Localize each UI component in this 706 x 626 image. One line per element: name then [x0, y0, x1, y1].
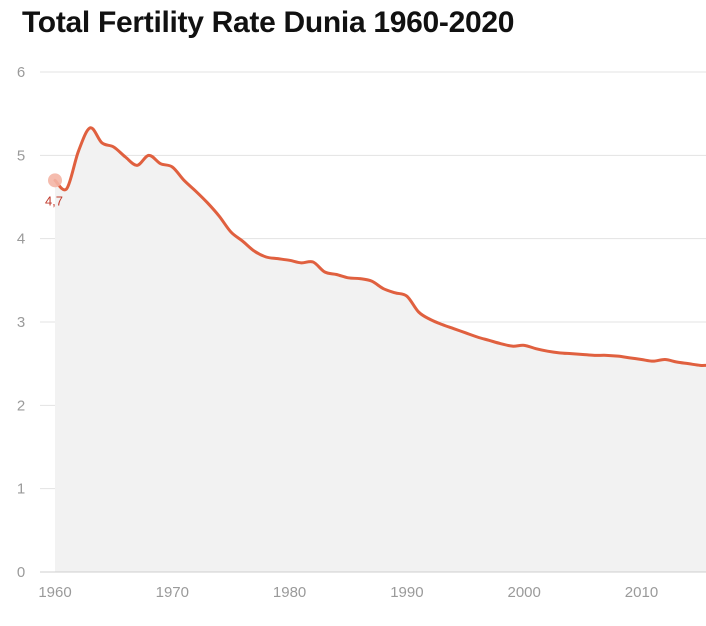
- start-point-marker: [48, 173, 62, 188]
- series-line: [53, 126, 706, 367]
- x-tick-label-1970: 1970: [156, 584, 189, 601]
- y-axis: 0 1 2 3 4 5 6: [17, 64, 25, 581]
- x-tick-label-1960: 1960: [38, 584, 71, 601]
- y-tick-label-6: 6: [17, 64, 25, 81]
- chart-title: Total Fertility Rate Dunia 1960-2020: [22, 6, 515, 39]
- y-tick-label-0: 0: [17, 564, 25, 581]
- start-value-label: 4,7: [45, 193, 63, 208]
- x-tick-label-2010: 2010: [625, 584, 658, 601]
- y-tick-label-5: 5: [17, 147, 25, 164]
- y-tick-label-4: 4: [17, 231, 25, 248]
- x-tick-label-1980: 1980: [273, 584, 306, 601]
- area-fill: [55, 127, 706, 573]
- x-axis: 1960 1970 1980 1990 2000 2010: [38, 571, 706, 601]
- y-tick-label-3: 3: [17, 314, 25, 331]
- y-tick-label-2: 2: [17, 397, 25, 414]
- x-tick-label-2000: 2000: [508, 584, 541, 601]
- x-tick-label-1990: 1990: [390, 584, 423, 601]
- y-tick-label-1: 1: [17, 481, 25, 498]
